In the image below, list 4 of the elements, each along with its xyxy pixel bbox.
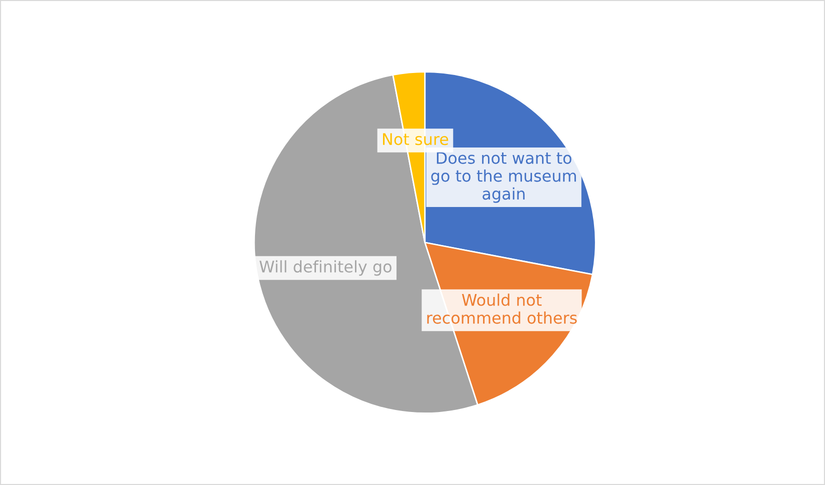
slice-label: Not sure (383, 133, 448, 146)
slice-label: Does not want to go to the museum again (431, 152, 576, 203)
slice-label: Will definitely go (260, 260, 392, 276)
slice-label: Would not recommend others (427, 294, 577, 324)
